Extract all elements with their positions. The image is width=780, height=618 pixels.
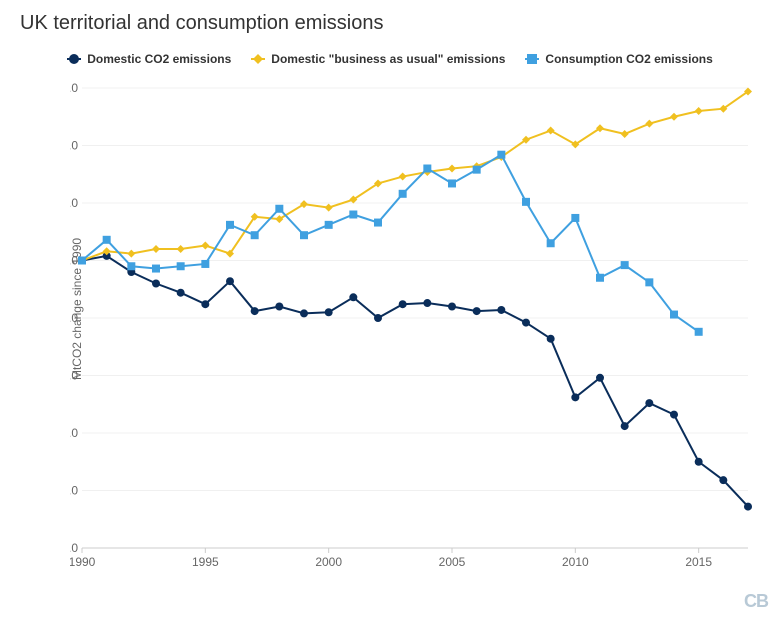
data-point (374, 219, 382, 227)
y-tick-label: -250.0 (70, 541, 78, 555)
data-point (621, 422, 629, 430)
chart-title: UK territorial and consumption emissions (20, 12, 384, 35)
data-point (177, 245, 185, 253)
data-point (152, 265, 160, 273)
data-point (497, 151, 505, 159)
data-point (349, 211, 357, 219)
data-point (152, 245, 160, 253)
data-point (719, 476, 727, 484)
watermark: CB (744, 591, 768, 612)
y-tick-label: -200.0 (70, 484, 78, 498)
data-point (399, 190, 407, 198)
y-tick-label: -50.0 (70, 311, 78, 325)
data-point (177, 289, 185, 297)
legend-label: Consumption CO2 emissions (545, 52, 712, 66)
data-point (275, 303, 283, 311)
legend-item[interactable]: Domestic "business as usual" emissions (251, 52, 505, 66)
data-point (399, 300, 407, 308)
data-point (695, 458, 703, 466)
x-tick-label: 1990 (70, 555, 96, 569)
data-point (103, 236, 111, 244)
data-point (325, 204, 333, 212)
data-point (670, 411, 678, 419)
chart-container: UK territorial and consumption emissions… (0, 0, 780, 618)
data-point (571, 393, 579, 401)
data-point (374, 314, 382, 322)
data-point (127, 250, 135, 258)
data-point (645, 278, 653, 286)
data-point (325, 221, 333, 229)
data-point (201, 300, 209, 308)
data-point (300, 309, 308, 317)
legend-marker-icon (525, 52, 539, 66)
data-point (423, 299, 431, 307)
data-point (177, 262, 185, 270)
legend-label: Domestic CO2 emissions (87, 52, 231, 66)
x-tick-label: 1995 (192, 555, 219, 569)
data-point (596, 274, 604, 282)
data-point (473, 307, 481, 315)
data-point (300, 231, 308, 239)
data-point (670, 113, 678, 121)
data-point (251, 231, 259, 239)
x-tick-label: 2000 (315, 555, 342, 569)
plot-area: -250.0 -200.0 -150.0 -100.0 -50.0 0.0 50.0 100.… (70, 82, 760, 572)
x-tick-label: 2010 (562, 555, 589, 569)
data-point (522, 319, 530, 327)
data-point (621, 261, 629, 269)
data-point (325, 308, 333, 316)
data-point (621, 130, 629, 138)
data-point (695, 328, 703, 336)
data-point (448, 303, 456, 311)
y-tick-label: 100.0 (70, 139, 78, 153)
y-tick-label: -100.0 (70, 369, 78, 383)
data-point (349, 293, 357, 301)
data-point (399, 173, 407, 181)
data-point (695, 107, 703, 115)
y-tick-label: 150.0 (70, 82, 78, 95)
legend-marker-icon (251, 52, 265, 66)
legend-marker-icon (67, 52, 81, 66)
legend-label: Domestic "business as usual" emissions (271, 52, 505, 66)
data-point (448, 165, 456, 173)
data-point (571, 214, 579, 222)
data-point (645, 399, 653, 407)
y-tick-label: -150.0 (70, 426, 78, 440)
data-point (596, 374, 604, 382)
data-point (226, 277, 234, 285)
x-tick-label: 2005 (439, 555, 466, 569)
data-point (547, 127, 555, 135)
data-point (473, 166, 481, 174)
series-line (82, 91, 748, 260)
data-point (547, 335, 555, 343)
data-point (275, 205, 283, 213)
series-line (82, 155, 699, 332)
y-tick-label: 0.0 (70, 254, 78, 268)
data-point (423, 165, 431, 173)
data-point (448, 179, 456, 187)
chart-legend: Domestic CO2 emissions Domestic "business… (0, 52, 780, 69)
data-point (201, 260, 209, 268)
data-point (670, 311, 678, 319)
data-point (152, 280, 160, 288)
data-point (645, 120, 653, 128)
legend-item[interactable]: Domestic CO2 emissions (67, 52, 231, 66)
data-point (127, 262, 135, 270)
y-tick-label: 50.0 (70, 196, 78, 210)
data-point (201, 242, 209, 250)
data-point (547, 239, 555, 247)
data-point (251, 307, 259, 315)
data-point (522, 198, 530, 206)
data-point (744, 503, 752, 511)
legend-item[interactable]: Consumption CO2 emissions (525, 52, 712, 66)
data-point (78, 257, 86, 265)
data-point (226, 221, 234, 229)
data-point (497, 306, 505, 314)
x-tick-label: 2015 (685, 555, 712, 569)
